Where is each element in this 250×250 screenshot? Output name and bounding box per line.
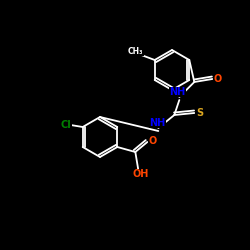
Text: S: S: [196, 108, 203, 118]
Text: O: O: [148, 136, 156, 146]
Text: Cl: Cl: [60, 120, 71, 130]
Text: NH: NH: [169, 87, 186, 97]
Text: CH₃: CH₃: [128, 46, 144, 56]
Text: NH: NH: [149, 118, 166, 128]
Text: O: O: [213, 74, 222, 84]
Text: OH: OH: [132, 169, 148, 179]
